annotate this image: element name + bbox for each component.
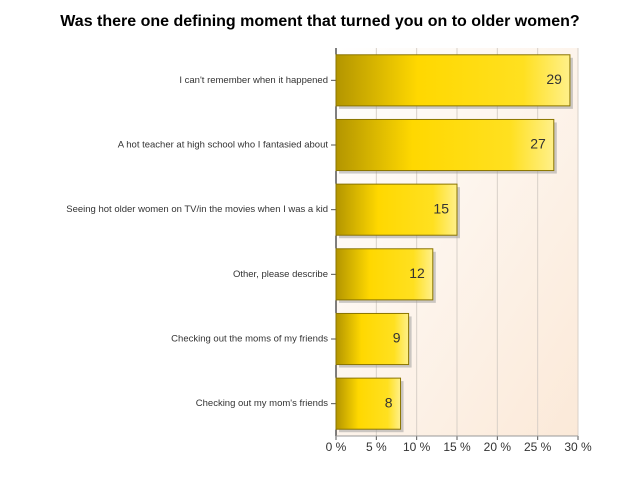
- x-tick-label: 20 %: [484, 440, 512, 454]
- data-label: 29: [546, 71, 562, 87]
- x-tick-label: 30 %: [564, 440, 592, 454]
- bar: [335, 377, 402, 430]
- chart-title: Was there one defining moment that turne…: [60, 13, 579, 30]
- y-tick-label: Seeing hot older women on TV/in the movi…: [66, 204, 328, 215]
- y-tick-label: A hot teacher at high school who I fanta…: [118, 140, 329, 151]
- y-tick-label: I can't remember when it happened: [179, 75, 328, 86]
- y-tick-label: Checking out my mom's friends: [196, 398, 328, 409]
- y-tick-label: Other, please describe: [233, 269, 328, 280]
- data-label: 12: [409, 265, 425, 281]
- bar: [335, 54, 571, 107]
- x-tick-label: 5 %: [366, 440, 387, 454]
- x-tick-label: 25 %: [524, 440, 552, 454]
- data-label: 15: [433, 200, 449, 216]
- data-label: 27: [530, 136, 546, 152]
- bar: [335, 248, 434, 301]
- x-tick-label: 10 %: [403, 440, 431, 454]
- data-label: 8: [385, 394, 393, 410]
- x-tick-label: 15 %: [443, 440, 471, 454]
- bar: [335, 312, 410, 366]
- y-tick-label: Checking out the moms of my friends: [171, 334, 328, 345]
- bar: [335, 183, 458, 236]
- x-tick-label: 0 %: [326, 440, 347, 454]
- data-label: 9: [393, 330, 401, 346]
- bar: [335, 118, 555, 172]
